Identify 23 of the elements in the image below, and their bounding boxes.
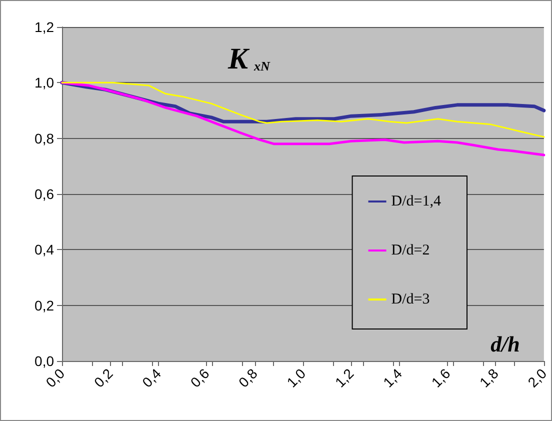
x-tick-label: 1,8 (476, 365, 502, 390)
x-tick-label: 1,6 (428, 365, 454, 390)
y-tick-label: 1,0 (34, 74, 54, 91)
legend-label: D/d=1,4 (391, 194, 442, 210)
x-tick-label: 1,0 (284, 365, 309, 390)
x-tick-label: 0,6 (187, 365, 212, 390)
x-axis-title: d/h (490, 332, 520, 356)
x-tick-label: 1,4 (380, 365, 406, 390)
legend-label: D/d=3 (391, 292, 430, 308)
line-series (61, 82, 545, 138)
x-tick-label: 0,8 (235, 365, 261, 390)
y-tick-label: 0,2 (34, 297, 54, 314)
y-tick-label: 0,4 (34, 242, 54, 258)
y-tick-label: 0,0 (34, 353, 54, 369)
x-tick-label: 0,2 (90, 365, 116, 390)
x-tick-label: 2,0 (524, 365, 550, 390)
x-tick-label: 1,2 (332, 365, 357, 390)
y-tick-label: 0,6 (34, 186, 54, 202)
y-tick-label: 1,2 (34, 19, 54, 35)
line-series (60, 81, 546, 156)
y-tick-label: 0,8 (34, 130, 54, 146)
x-tick-label: 0,4 (138, 365, 164, 390)
legend-label: D/d=2 (391, 242, 430, 258)
